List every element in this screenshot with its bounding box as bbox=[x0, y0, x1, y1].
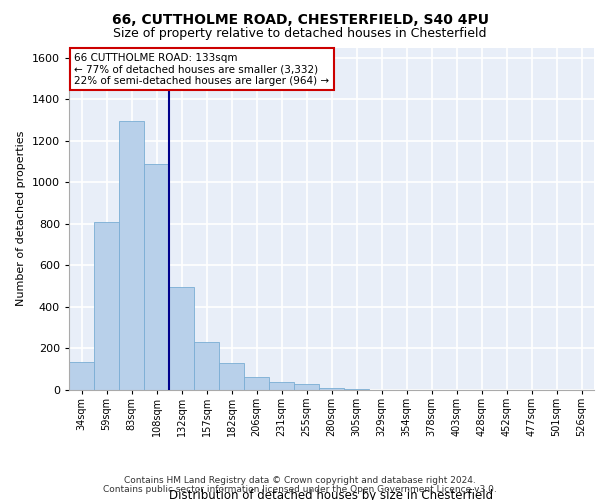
Bar bbox=[119, 121, 144, 390]
Text: 66, CUTTHOLME ROAD, CHESTERFIELD, S40 4PU: 66, CUTTHOLME ROAD, CHESTERFIELD, S40 4P… bbox=[112, 12, 488, 26]
Text: Contains public sector information licensed under the Open Government Licence v3: Contains public sector information licen… bbox=[103, 485, 497, 494]
Bar bbox=[219, 363, 244, 390]
Bar bbox=[294, 384, 319, 390]
Text: 66 CUTTHOLME ROAD: 133sqm
← 77% of detached houses are smaller (3,332)
22% of se: 66 CUTTHOLME ROAD: 133sqm ← 77% of detac… bbox=[74, 52, 329, 86]
Bar bbox=[169, 287, 194, 390]
X-axis label: Distribution of detached houses by size in Chesterfield: Distribution of detached houses by size … bbox=[169, 489, 494, 500]
Bar bbox=[244, 376, 269, 390]
Y-axis label: Number of detached properties: Number of detached properties bbox=[16, 131, 26, 306]
Bar bbox=[94, 222, 119, 390]
Text: Contains HM Land Registry data © Crown copyright and database right 2024.: Contains HM Land Registry data © Crown c… bbox=[124, 476, 476, 485]
Text: Size of property relative to detached houses in Chesterfield: Size of property relative to detached ho… bbox=[113, 28, 487, 40]
Bar bbox=[269, 382, 294, 390]
Bar bbox=[194, 342, 219, 390]
Bar bbox=[69, 362, 94, 390]
Bar bbox=[344, 389, 369, 390]
Bar bbox=[319, 388, 344, 390]
Bar bbox=[144, 164, 169, 390]
